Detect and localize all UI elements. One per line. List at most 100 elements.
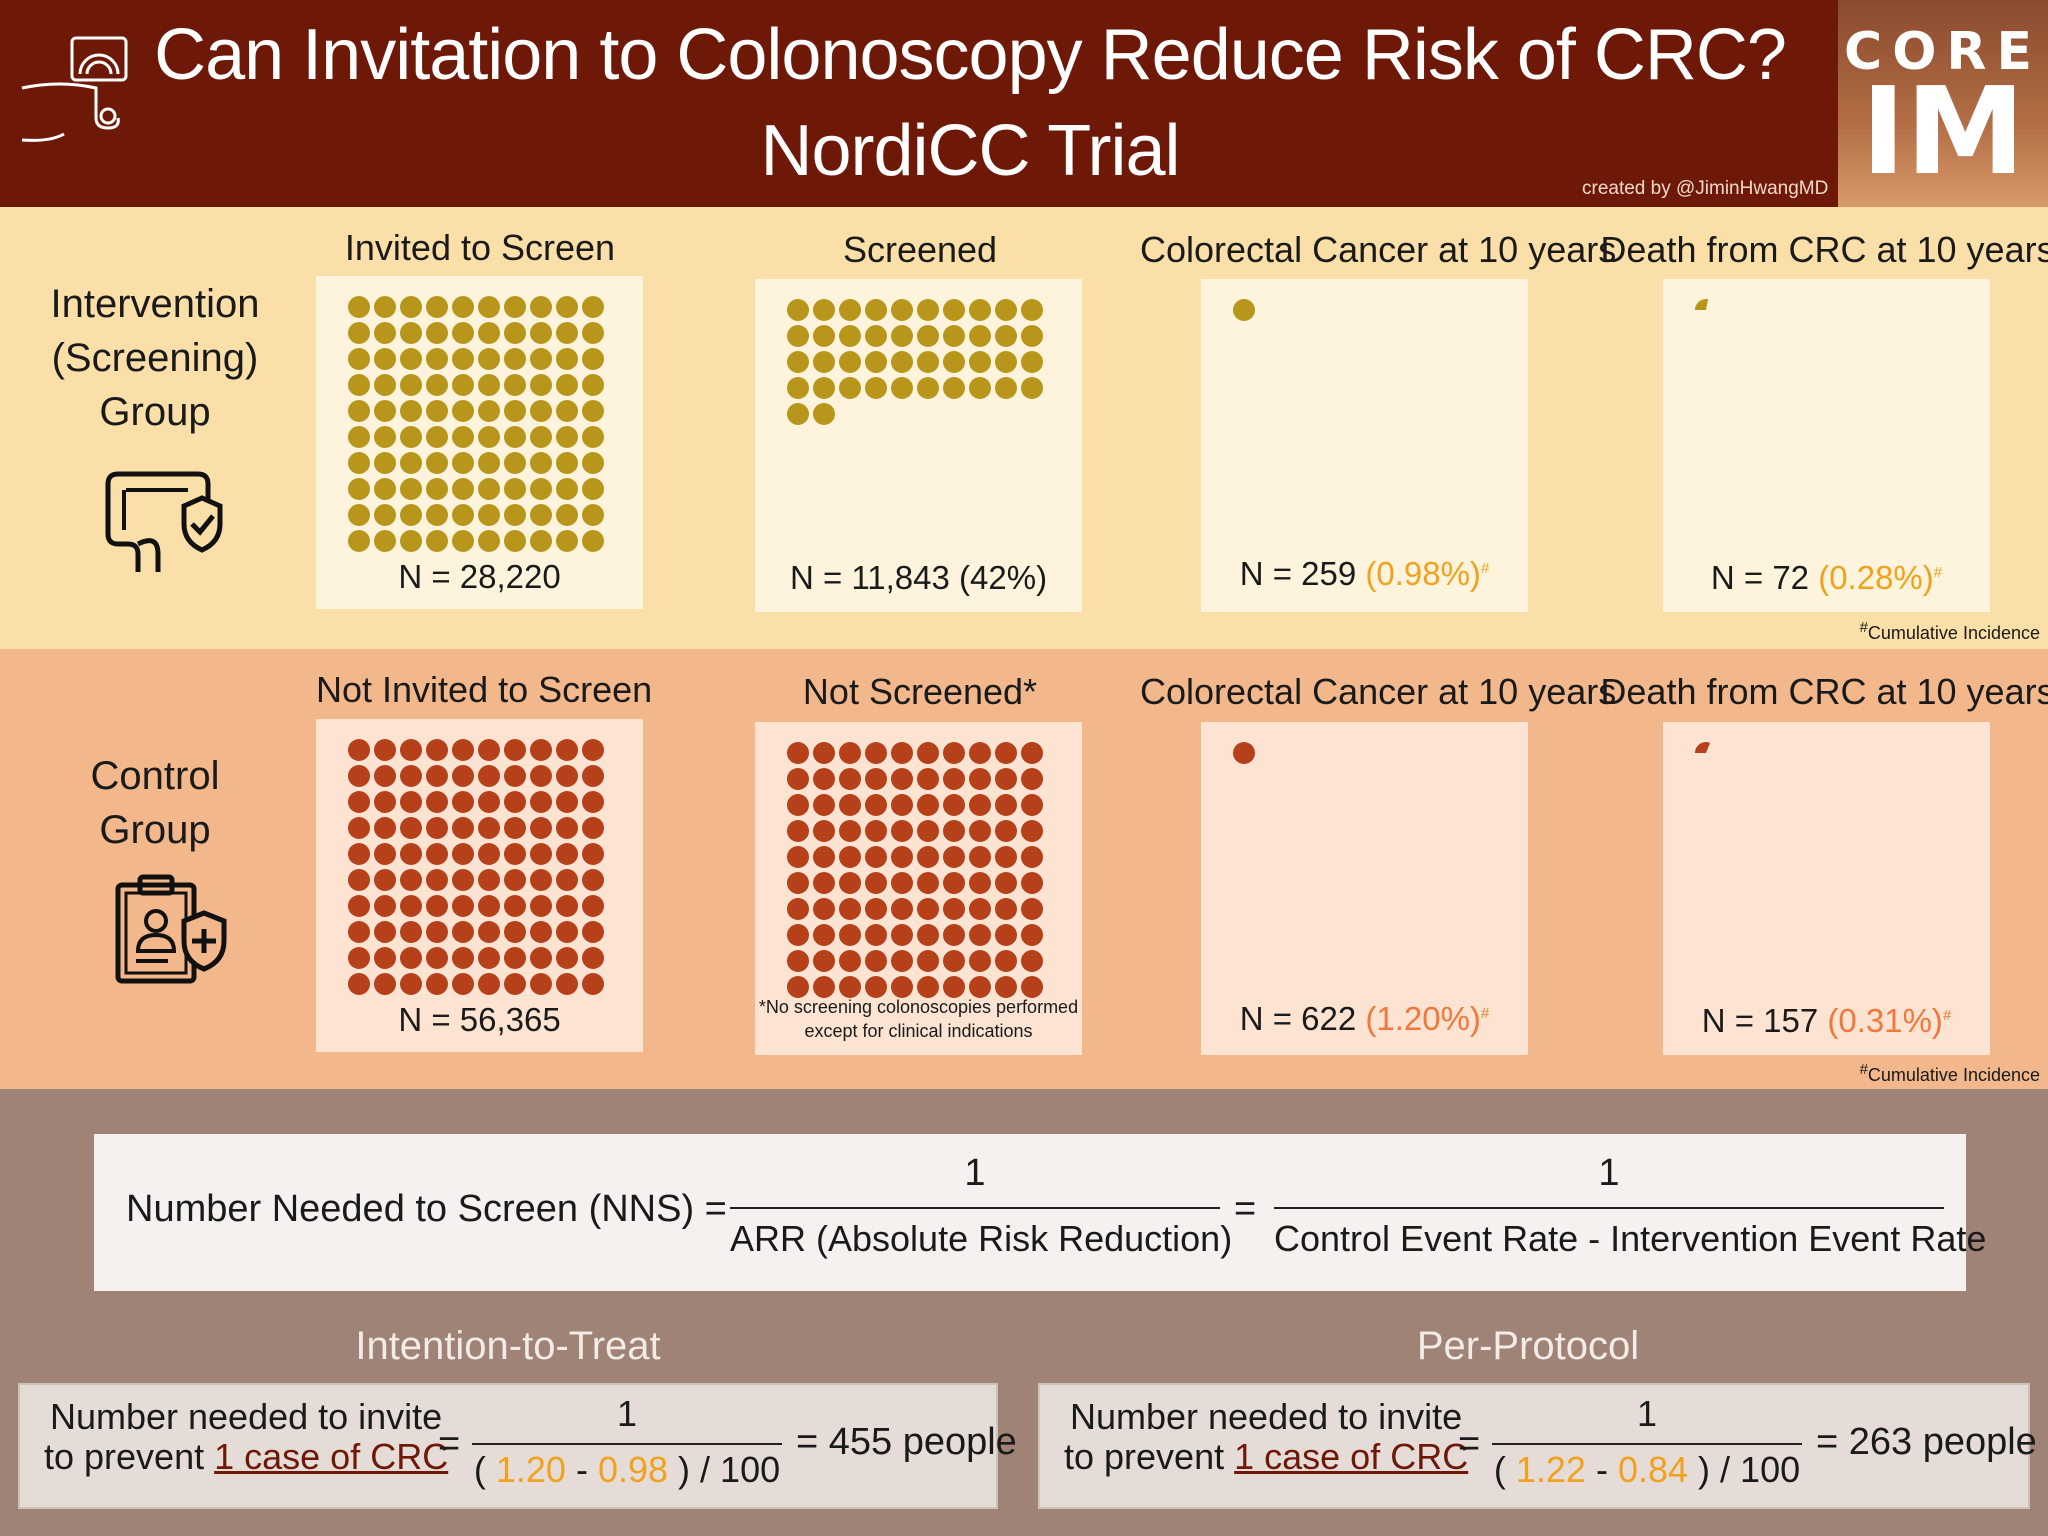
person-dot — [582, 739, 604, 761]
den-part: ) / 100 — [668, 1449, 781, 1490]
person-dot — [374, 296, 396, 318]
person-dot — [582, 296, 604, 318]
itt-title: Intention-to-Treat — [355, 1324, 661, 1368]
person-dot — [865, 950, 887, 972]
person-dot — [556, 322, 578, 344]
person-dot — [839, 377, 861, 399]
person-dot — [865, 742, 887, 764]
person-dot — [917, 351, 939, 373]
person-dot — [426, 973, 448, 995]
person-dot — [348, 452, 370, 474]
person-dot — [374, 478, 396, 500]
person-dot — [478, 296, 500, 318]
note-line: except for clinical indications — [804, 1021, 1033, 1041]
person-dot — [348, 765, 370, 787]
person-dot — [400, 530, 422, 552]
person-dot — [530, 400, 552, 422]
person-dot — [426, 869, 448, 891]
person-dot — [995, 950, 1017, 972]
person-dot — [452, 452, 474, 474]
person-dot — [504, 739, 526, 761]
person-dot — [995, 325, 1017, 347]
person-dot — [478, 452, 500, 474]
person-dot — [839, 924, 861, 946]
n-crc: N = 259 (0.98%)# — [1201, 555, 1528, 593]
person-dot — [504, 426, 526, 448]
person-dot — [374, 895, 396, 917]
person-dot — [582, 478, 604, 500]
nns-denominator-1: ARR (Absolute Risk Reduction) — [730, 1218, 1233, 1259]
person-dot — [969, 976, 991, 998]
person-dot — [943, 976, 965, 998]
person-dot — [891, 742, 913, 764]
person-dot — [891, 794, 913, 816]
footnote-mark: # — [1480, 560, 1490, 577]
person-dot — [426, 791, 448, 813]
person-dot — [504, 895, 526, 917]
panel-crc-control: N = 622 (1.20%)# — [1201, 722, 1528, 1055]
itt-label-text: to prevent — [44, 1436, 215, 1477]
person-dot — [400, 817, 422, 839]
logo-im-text: IM — [1860, 63, 2026, 202]
person-dot — [452, 374, 474, 396]
n-death-pct: (0.28%) — [1818, 559, 1934, 596]
person-dot — [813, 872, 835, 894]
person-dot — [839, 299, 861, 321]
n-death-control-pct: (0.31%) — [1827, 1002, 1943, 1039]
person-dot — [348, 817, 370, 839]
person-dot — [943, 820, 965, 842]
person-dot — [400, 478, 422, 500]
person-dot — [582, 426, 604, 448]
person-dot — [374, 452, 396, 474]
person-dot — [556, 452, 578, 474]
person-dot — [865, 898, 887, 920]
person-dot — [917, 924, 939, 946]
person-dot — [995, 768, 1017, 790]
person-dot — [374, 765, 396, 787]
person-dot — [582, 348, 604, 370]
person-dot — [478, 322, 500, 344]
n-screened: N = 11,843 (42%) — [789, 559, 1048, 596]
person-dot — [787, 898, 809, 920]
person-dot — [995, 377, 1017, 399]
person-dot — [452, 973, 474, 995]
itt-label-line: to prevent 1 case of CRC — [44, 1437, 448, 1477]
person-dot — [348, 322, 370, 344]
person-dot — [839, 846, 861, 868]
person-dot — [556, 765, 578, 787]
control-group-label: Control Group — [20, 749, 290, 857]
nns-numerator-1: 1 — [964, 1152, 986, 1194]
person-dot — [504, 348, 526, 370]
person-dot — [504, 400, 526, 422]
person-dot — [504, 765, 526, 787]
person-dot — [452, 895, 474, 917]
person-dot — [917, 846, 939, 868]
person-dot — [582, 374, 604, 396]
person-dot — [530, 947, 552, 969]
person-dot — [1233, 742, 1255, 764]
person-dot — [374, 817, 396, 839]
person-dot — [452, 817, 474, 839]
n-death: N = 72 (0.28%)# — [1663, 559, 1990, 597]
person-dot — [943, 299, 965, 321]
person-dot — [504, 374, 526, 396]
person-dot — [787, 768, 809, 790]
person-dot — [426, 843, 448, 865]
person-dot — [400, 895, 422, 917]
person-dot — [400, 374, 422, 396]
person-dot — [1021, 898, 1043, 920]
person-dot — [839, 794, 861, 816]
person-dot — [969, 846, 991, 868]
person-dot — [348, 947, 370, 969]
person-dot — [504, 869, 526, 891]
formula-section: Number Needed to Screen (NNS) = 1 ARR (A… — [0, 1089, 2048, 1536]
person-dot — [400, 400, 422, 422]
person-dot — [374, 374, 396, 396]
person-dot — [969, 898, 991, 920]
den-part: - — [565, 1449, 598, 1490]
person-dot — [582, 843, 604, 865]
person-dot — [504, 452, 526, 474]
person-dot — [426, 452, 448, 474]
person-dot — [348, 843, 370, 865]
person-dot — [891, 976, 913, 998]
